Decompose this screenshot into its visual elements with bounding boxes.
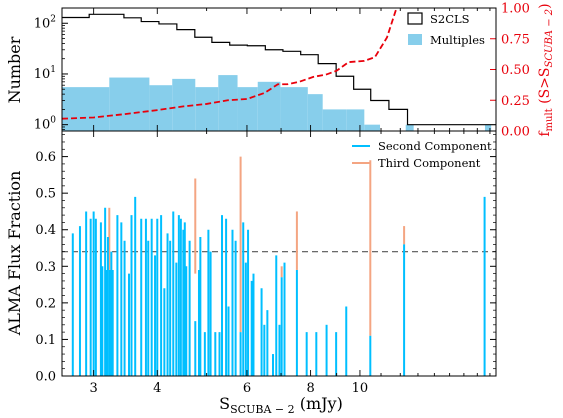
bottom-y-tick-label: 0.1 <box>35 333 56 348</box>
bottom-x-tick-label: 8 <box>306 381 314 396</box>
top-legend: S2CLS Multiples <box>407 12 485 47</box>
legend-label-second-component: Second Component <box>378 139 492 153</box>
bottom-y-ticks: 0.0 0.1 0.2 0.3 0.4 0.5 0.6 <box>35 134 496 385</box>
bottom-y-tick-label: 0.3 <box>35 260 56 275</box>
top-right-y-tick-label: 0.75 <box>501 32 530 47</box>
x-axis-label: SSCUBA − 2 (mJy) <box>219 394 343 416</box>
top-y-tick-label: 100 <box>34 116 57 133</box>
multiples-bar <box>195 87 219 131</box>
third-component-bars <box>108 156 406 336</box>
legend-swatch-multiples <box>408 34 422 45</box>
fmult-dashed-line <box>62 8 398 120</box>
multiples-bar <box>346 109 365 131</box>
top-right-y-tick-label: 0.25 <box>501 94 530 109</box>
top-right-y-axis-label: fmult (S>SSCUBA − 2) <box>537 3 555 136</box>
top-right-y-ticks: 0.00 0.25 0.50 0.75 1.00 <box>490 2 530 140</box>
top-y-tick-label: 101 <box>34 65 56 82</box>
legend-label-s2cls: S2CLS <box>430 12 470 26</box>
bottom-y-tick-label: 0.6 <box>35 150 56 165</box>
multiples-bar <box>322 109 347 131</box>
legend-label-multiples: Multiples <box>430 33 485 47</box>
multiples-bar <box>62 87 110 131</box>
bottom-y-axis-label: ALMA Flux Fraction <box>5 171 24 337</box>
multiples-histogram <box>62 75 492 131</box>
legend-swatch-s2cls <box>407 12 423 25</box>
top-right-y-tick-label: 0.50 <box>501 63 530 78</box>
bottom-y-tick-label: 0.5 <box>35 187 56 202</box>
bottom-y-tick-label: 0.4 <box>35 223 56 238</box>
bottom-panel: 0.0 0.1 0.2 0.3 0.4 0.5 0.6 3 4 6 8 10 ALMA Flux F… <box>5 130 497 416</box>
s2cls-step-line <box>62 13 496 126</box>
multiples-bar <box>307 94 323 131</box>
bottom-legend: Second Component Third Component <box>352 139 492 170</box>
bottom-x-ticks: 3 4 6 8 10 <box>90 131 491 396</box>
multiples-bar <box>172 78 196 131</box>
multiples-bar <box>109 77 150 131</box>
top-y-tick-label: 102 <box>34 14 56 31</box>
bottom-x-tick-label: 6 <box>243 381 251 396</box>
bottom-panel-frame <box>61 130 497 377</box>
bottom-y-tick-label: 0.2 <box>35 296 56 311</box>
multiples-bar <box>280 87 308 131</box>
top-panel: 100 101 102 0.00 0.25 0.50 0.75 1.00 Number fm… <box>5 2 555 140</box>
bottom-x-tick-label: 4 <box>153 381 161 396</box>
top-right-y-tick-label: 1.00 <box>501 2 530 17</box>
multiples-bar <box>364 124 381 131</box>
legend-label-third-component: Third Component <box>378 156 481 170</box>
multiples-bar <box>149 85 173 131</box>
bottom-x-tick-label: 10 <box>352 381 369 396</box>
multiples-bar <box>237 87 258 131</box>
top-y-axis-label: Number <box>5 36 24 103</box>
multiples-bar <box>218 75 238 131</box>
bottom-y-tick-label: 0.0 <box>35 370 56 385</box>
second-component-bars <box>71 196 486 376</box>
multiples-bar <box>405 124 414 131</box>
bottom-x-tick-label: 3 <box>90 381 98 396</box>
top-right-y-tick-label: 0.00 <box>501 125 530 140</box>
multiples-bar <box>484 124 492 131</box>
